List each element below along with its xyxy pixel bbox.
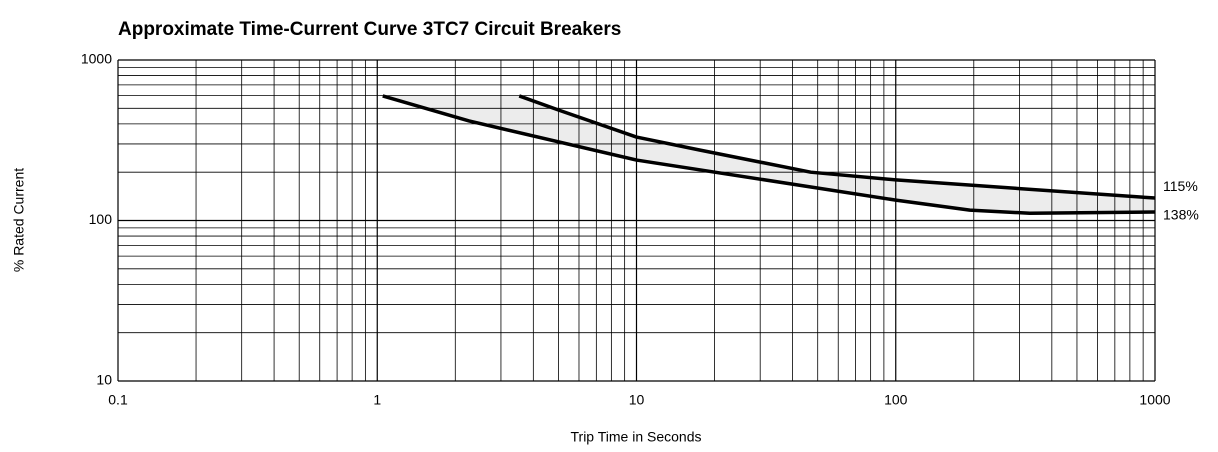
x-tick-label: 10	[629, 392, 645, 408]
curve	[382, 94, 1156, 215]
curve	[518, 94, 1156, 200]
y-tick-label: 1000	[81, 51, 112, 67]
series-label: 138%	[1163, 207, 1199, 223]
series-label: 115%	[1163, 178, 1198, 194]
x-axis-label: Trip Time in Seconds	[571, 429, 702, 445]
x-tick-label: 1000	[1139, 392, 1170, 408]
y-tick-label: 10	[96, 372, 112, 388]
x-tick-label: 0.1	[108, 392, 128, 408]
x-tick-label: 100	[884, 392, 908, 408]
y-tick-label: 100	[89, 211, 113, 227]
chart-title: Approximate Time-Current Curve 3TC7 Circ…	[118, 19, 621, 40]
y-axis-label: % Rated Current	[11, 168, 27, 272]
band-fill	[382, 95, 1156, 214]
x-tick-label: 1	[373, 392, 381, 408]
